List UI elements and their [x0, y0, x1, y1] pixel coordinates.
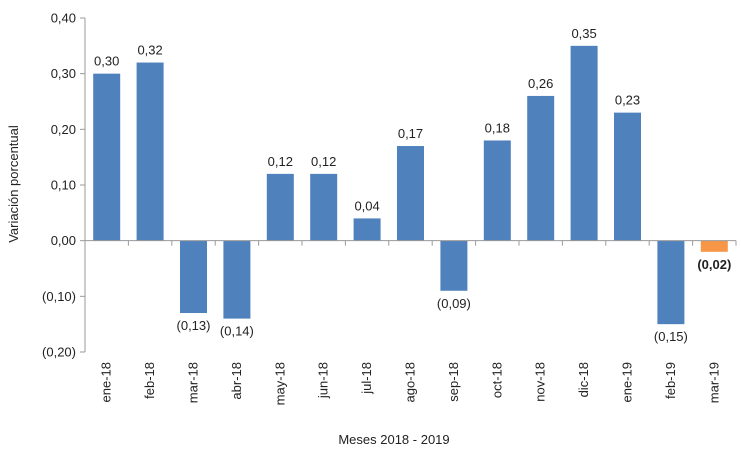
y-tick-label: 0,10: [51, 178, 76, 193]
bar-dic-18: [570, 45, 598, 241]
bar-mar-19: [700, 240, 728, 252]
data-label: 0,35: [571, 26, 596, 41]
x-axis: ene-18 feb-18 mar-18 abr-18 may-18 jun-18 jul-…: [84, 240, 737, 405]
data-label: (0,13): [177, 318, 211, 333]
bar-feb-18: [136, 62, 164, 241]
data-label: 0,26: [528, 76, 553, 91]
x-tick-label: jun-18: [316, 362, 331, 399]
data-label: 0,18: [485, 120, 510, 135]
bar-nov-18: [527, 95, 555, 241]
x-tick-label: dic-18: [576, 362, 591, 397]
x-tick-label: sep-18: [446, 362, 461, 402]
x-tick-label: mar-18: [186, 362, 201, 403]
x-tick-label: nov-18: [533, 362, 548, 402]
y-axis: 0,40 0,30 0,20 0,10 0,00 (0,10) (0,20): [42, 11, 86, 360]
data-label: 0,04: [354, 198, 379, 213]
bar-mar-18: [180, 240, 207, 314]
x-tick-label: may-18: [272, 362, 287, 405]
y-tick-label: 0,20: [51, 122, 76, 137]
bar-jul-18: [353, 218, 381, 241]
y-tick-label: 0,40: [51, 11, 76, 26]
data-label: 0,12: [311, 154, 336, 169]
data-label: 0,30: [94, 54, 119, 69]
bar-ene-19: [614, 112, 641, 241]
data-label: (0,09): [437, 296, 471, 311]
data-label: 0,12: [268, 154, 293, 169]
bar-jun-18: [310, 173, 338, 241]
x-tick-label: ene-18: [99, 362, 114, 402]
y-axis-title: Variación porcentual: [6, 125, 21, 243]
x-tick-label: abr-18: [229, 362, 244, 400]
x-tick-label: ago-18: [403, 362, 418, 402]
x-axis-title: Meses 2018 - 2019: [338, 432, 449, 447]
x-tick-label: mar-19: [706, 362, 721, 403]
data-label: (0,02): [697, 257, 731, 272]
x-tick-label: oct-18: [489, 362, 504, 398]
bar-sep-18: [440, 240, 468, 291]
bar-oct-18: [483, 140, 511, 241]
x-tick-label: ene-19: [620, 362, 635, 402]
data-label: (0,15): [654, 329, 688, 344]
data-label: 0,23: [615, 93, 640, 108]
data-label: 0,17: [398, 126, 423, 141]
y-tick-label: (0,20): [42, 345, 76, 360]
bar-ene-18: [93, 73, 121, 241]
bar-feb-19: [657, 240, 685, 325]
data-label: 0,32: [137, 43, 162, 58]
y-tick-label: 0,00: [51, 233, 76, 248]
y-tick-label: 0,30: [51, 66, 76, 81]
bar-may-18: [266, 173, 294, 241]
x-tick-label: jul-18: [359, 362, 374, 395]
bar-ago-18: [397, 146, 424, 241]
bars: 0,30 0,32 (0,13) (0,14) 0,12 0,12 0,04 0,17 (0,0…: [93, 26, 731, 344]
bar-abr-18: [223, 240, 251, 319]
y-tick-label: (0,10): [42, 289, 76, 304]
data-label: (0,14): [220, 324, 254, 339]
x-tick-label: feb-18: [142, 362, 157, 399]
x-tick-label: feb-19: [663, 362, 678, 399]
